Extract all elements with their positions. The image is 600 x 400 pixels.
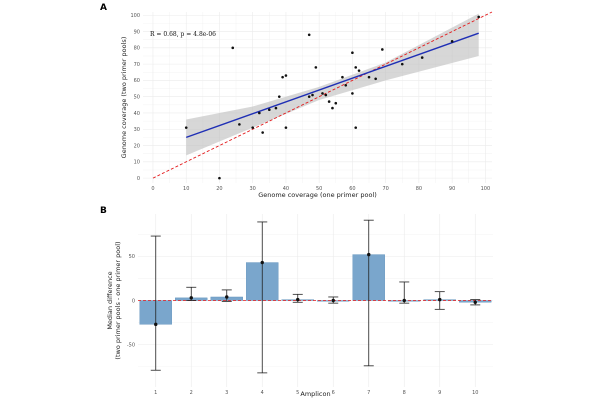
data-point (341, 75, 344, 79)
data-point (477, 15, 481, 19)
confidence-band (186, 13, 479, 156)
x-tick-label: 10 (183, 186, 189, 192)
y-axis-label-line: (two primer pools - one primer pool) (114, 241, 122, 359)
data-point (381, 48, 384, 51)
data-point (321, 92, 324, 95)
data-point (354, 66, 358, 69)
y-tick-label: 70 (134, 62, 140, 68)
correlation-annotation: R = 0.68, p = 4.8e-06 (150, 31, 216, 38)
data-point (367, 75, 371, 79)
median-point (296, 297, 300, 302)
data-point (450, 40, 454, 43)
x-tick-label: 2 (190, 390, 193, 396)
data-point (274, 106, 278, 110)
identity-line (152, 11, 493, 179)
median-point (260, 260, 264, 265)
panel-b: B 1 2 3 4 5 6 7 8 9 10 -50 0 50 Amplicon Median differe… (100, 206, 493, 398)
y-tick-label: 0 (132, 298, 135, 304)
x-tick-label: 0 (151, 186, 154, 192)
median-point (402, 298, 406, 303)
x-tick-label: 70 (382, 186, 388, 192)
data-point (420, 56, 424, 59)
panel-b-label: B (100, 206, 107, 216)
data-point (268, 108, 271, 112)
data-point (331, 106, 334, 110)
y-tick-label: 50 (129, 254, 135, 260)
x-tick-label: 80 (416, 186, 422, 192)
data-point (284, 126, 288, 129)
x-tick-label: 20 (216, 186, 222, 192)
data-point (357, 69, 361, 72)
data-point (258, 111, 261, 115)
x-tick-label: 10 (472, 390, 478, 396)
median-point (331, 298, 335, 303)
y-tick-label: 10 (134, 160, 140, 166)
x-axis-label: Genome coverage (one primer pool) (258, 191, 377, 199)
y-tick-label: 100 (130, 13, 140, 19)
data-point (307, 33, 311, 37)
x-tick-label: 6 (332, 390, 335, 396)
data-point (184, 126, 188, 129)
data-point (284, 74, 288, 77)
y-axis-label: Genome coverage (two primer pools) (120, 37, 128, 159)
y-tick-label: 30 (134, 127, 140, 133)
data-point (354, 126, 358, 129)
median-point (189, 296, 193, 300)
data-point (307, 95, 311, 98)
y-tick-label: 50 (134, 94, 140, 100)
median-point (438, 297, 442, 302)
median-point (154, 322, 158, 327)
median-point (473, 300, 477, 304)
data-point (218, 176, 221, 180)
x-tick-label: 100 (481, 186, 491, 192)
x-tick-label: 5 (296, 390, 299, 396)
x-tick-label: 3 (225, 390, 228, 396)
x-axis-label: Amplicon (300, 390, 330, 398)
x-tick-label: 7 (367, 390, 370, 396)
data-point (314, 66, 318, 69)
x-tick-label: 50 (316, 186, 322, 192)
data-point (344, 83, 348, 87)
x-tick-label: 8 (403, 390, 406, 396)
data-point (400, 62, 404, 66)
data-point (324, 93, 328, 97)
x-tick-label: 30 (249, 186, 255, 192)
data-point (351, 51, 354, 55)
panel-a: A 0 10 20 30 40 50 60 70 80 90 100 0 10 20 30 40 50 60 70 80… (100, 3, 493, 199)
x-tick-label: 90 (449, 186, 455, 192)
x-tick-label: 1 (154, 390, 157, 396)
data-point (261, 131, 264, 134)
y-tick-label: 0 (137, 176, 140, 182)
regression-line (185, 32, 479, 139)
y-tick-label: 20 (134, 143, 140, 149)
x-tick-label: 4 (261, 390, 264, 396)
x-tick-label: 40 (283, 186, 289, 192)
y-tick-label: 60 (134, 78, 140, 84)
x-tick-label: 60 (349, 186, 355, 192)
median-point (367, 252, 371, 257)
y-tick-label: 90 (134, 29, 140, 35)
data-point (238, 123, 241, 126)
data-point (351, 92, 354, 95)
y-axis-label-line: Median difference (106, 271, 114, 329)
y-tick-label: 80 (134, 46, 140, 52)
data-point (277, 95, 281, 98)
data-point (251, 126, 254, 129)
panel-a-label: A (100, 3, 107, 13)
y-tick-label: 40 (134, 111, 140, 117)
data-point (231, 46, 235, 50)
y-axis-label: Median difference(two primer pools - one… (106, 241, 122, 359)
data-point (334, 101, 338, 105)
y-tick-label: -50 (127, 342, 135, 348)
x-tick-label: 9 (438, 390, 441, 396)
data-point (374, 77, 377, 81)
data-point (281, 75, 284, 79)
median-point (225, 295, 229, 299)
data-point (311, 93, 314, 97)
data-point (327, 100, 331, 103)
